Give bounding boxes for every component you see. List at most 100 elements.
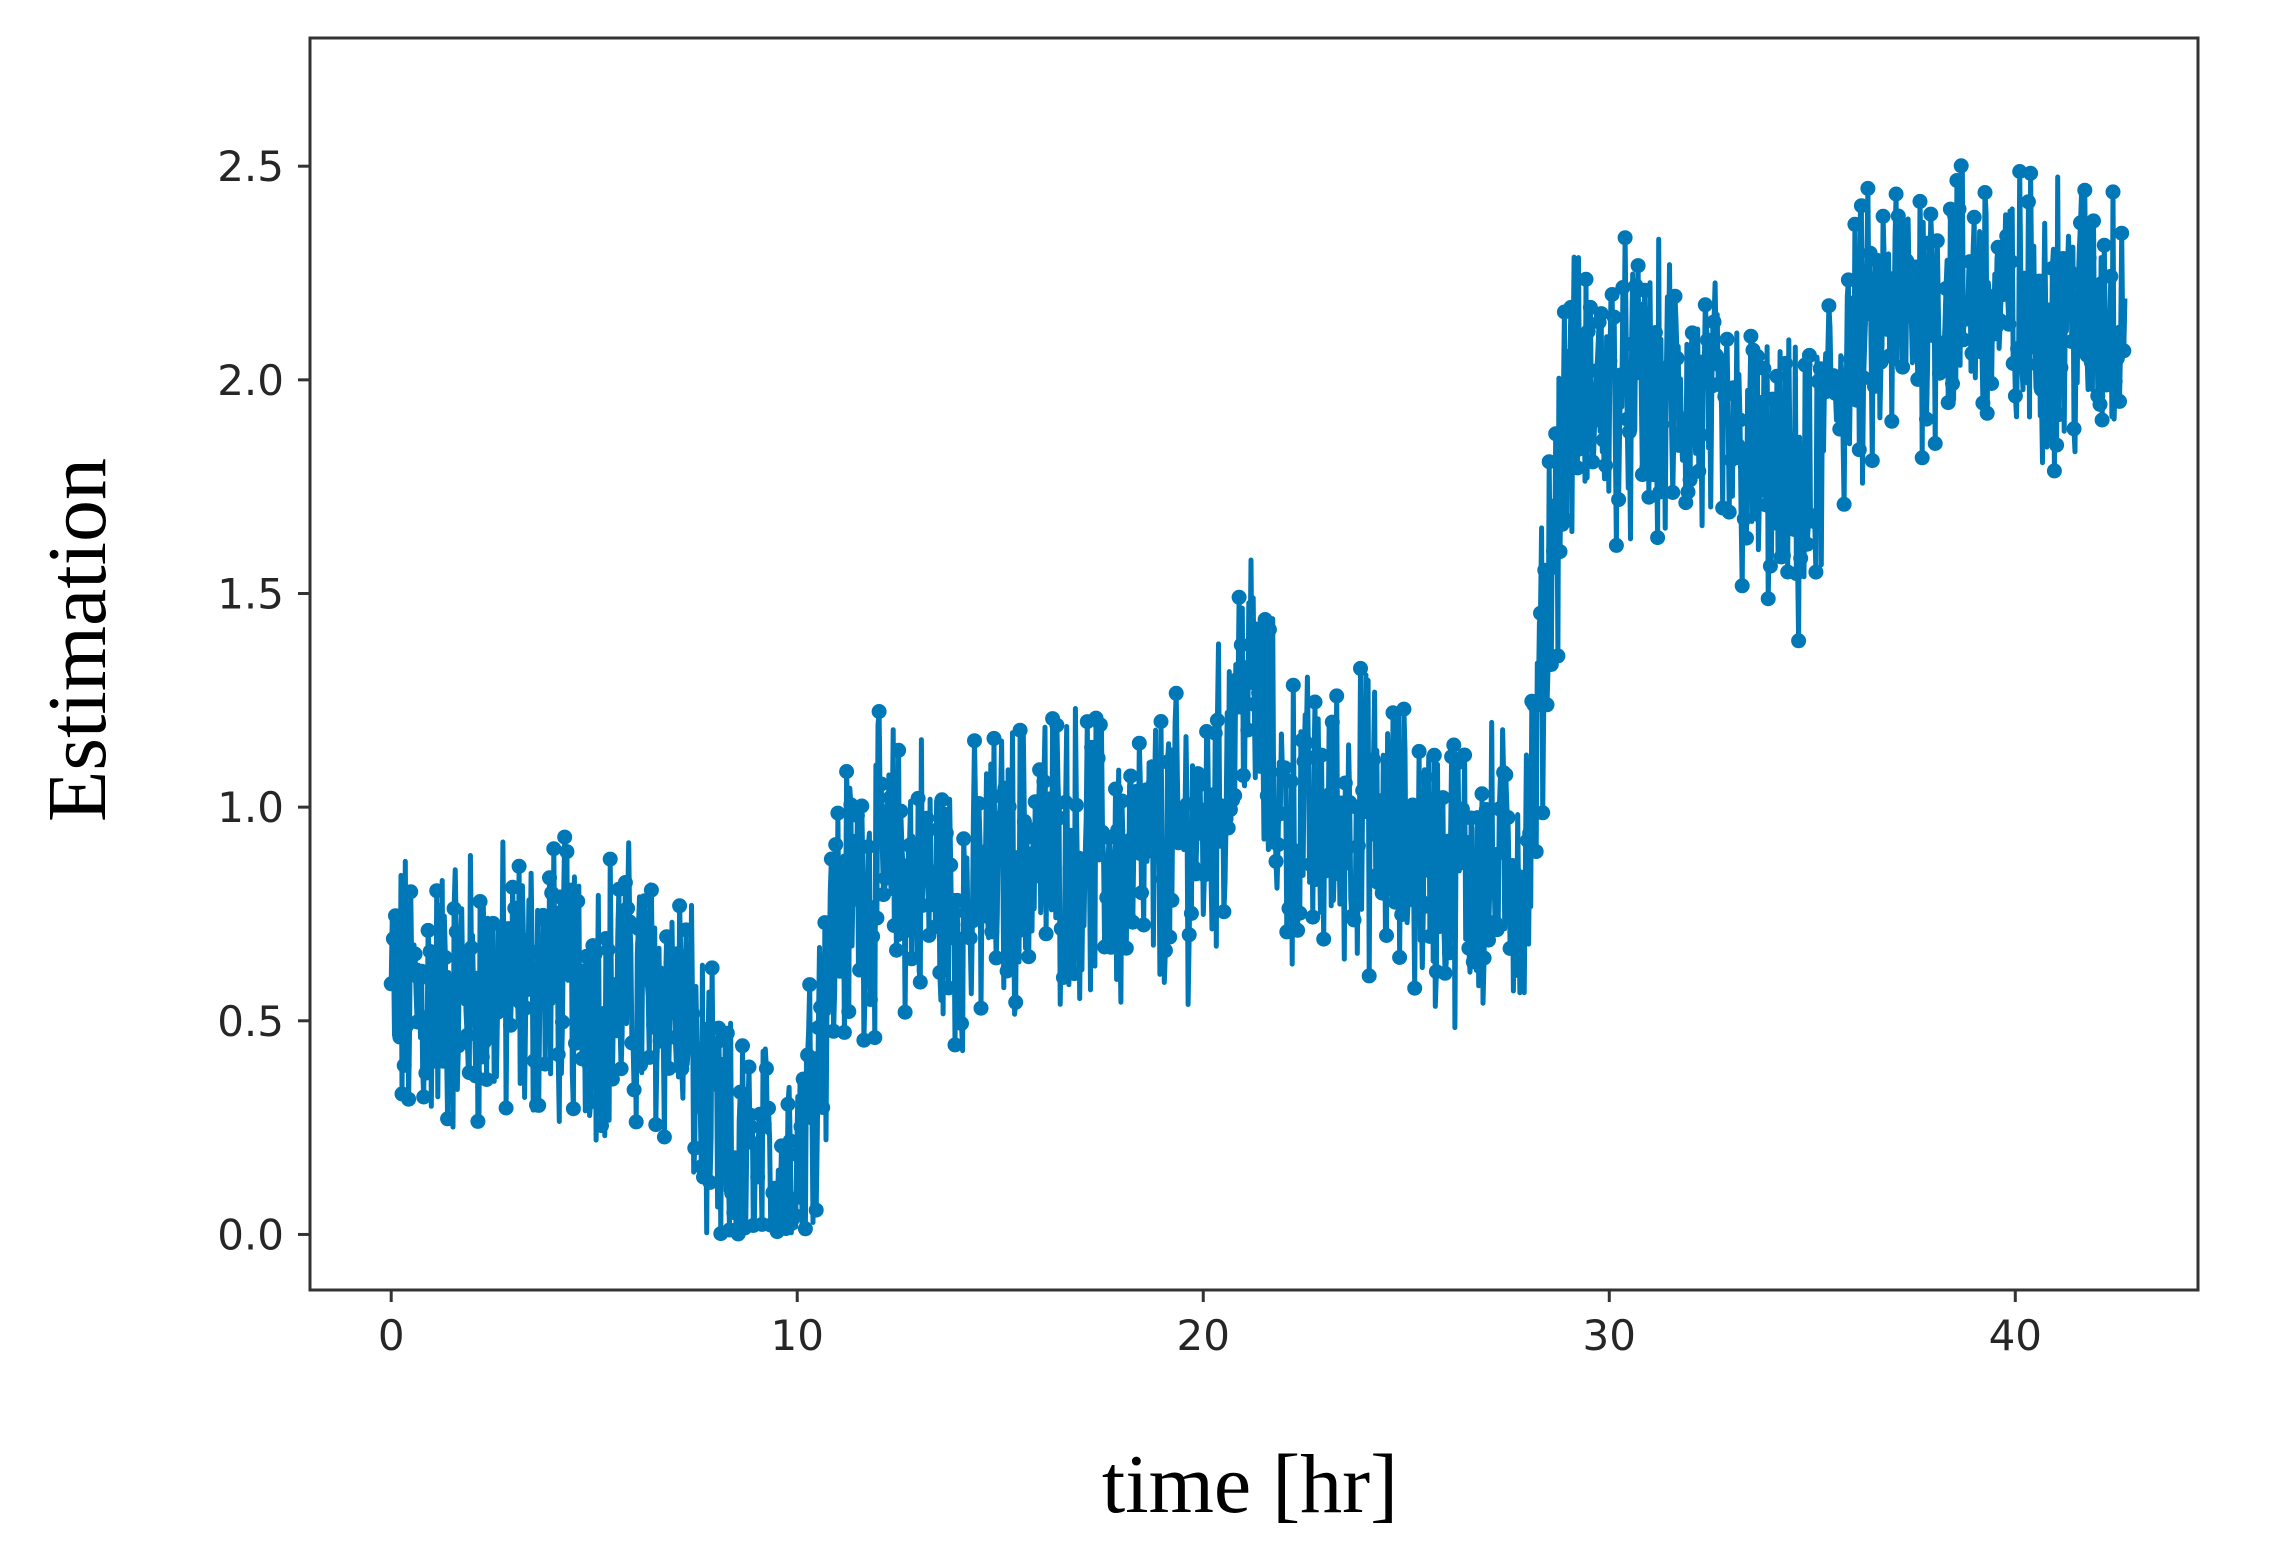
series-point xyxy=(980,909,995,924)
series-point xyxy=(1836,496,1852,512)
series-point xyxy=(1261,622,1277,637)
series-point xyxy=(1903,309,1919,325)
series-point xyxy=(1177,817,1193,833)
series-point xyxy=(470,1113,486,1129)
series-point xyxy=(583,1094,599,1110)
series-point xyxy=(652,1033,668,1049)
series-point xyxy=(956,831,972,847)
series-point xyxy=(797,1221,813,1237)
series-point xyxy=(1155,871,1171,887)
series-point xyxy=(977,859,993,875)
series-point xyxy=(869,910,885,926)
series-point xyxy=(1517,869,1533,885)
series-point xyxy=(388,908,403,924)
series-point xyxy=(1840,272,1856,288)
y-tick-label: 2.5 xyxy=(217,142,284,191)
series-point xyxy=(1979,405,1995,421)
series-point xyxy=(1795,484,1811,500)
series-point xyxy=(626,1082,642,1098)
series-point xyxy=(889,942,904,958)
series-point xyxy=(1821,298,1837,314)
series-point xyxy=(1574,401,1590,417)
series-point xyxy=(641,1049,657,1065)
series-point xyxy=(923,897,939,913)
series-point xyxy=(1301,750,1316,765)
series-point xyxy=(2033,381,2049,397)
series-point xyxy=(1478,802,1494,817)
series-point xyxy=(1077,852,1093,867)
series-point xyxy=(1131,735,1147,751)
series-point xyxy=(854,798,870,814)
series-point xyxy=(396,1057,412,1073)
series-point xyxy=(1632,301,1648,317)
series-point xyxy=(1006,891,1022,907)
series-point xyxy=(1867,378,1882,394)
y-axis-ticks: 0.0 0.5 1.0 1.5 2.0 2.5 xyxy=(217,142,310,1259)
series-point xyxy=(1884,413,1900,429)
series-point xyxy=(617,875,633,890)
series-point xyxy=(1435,790,1451,806)
series-point xyxy=(800,1047,816,1063)
series-point xyxy=(873,776,889,792)
series-point xyxy=(1136,917,1152,933)
x-tick-label: 10 xyxy=(770,1311,823,1360)
series-point xyxy=(2094,412,2110,428)
series-point xyxy=(1749,348,1765,364)
series-point xyxy=(1578,271,1594,287)
series-point xyxy=(758,1061,774,1076)
series-point xyxy=(455,978,471,994)
series-point xyxy=(2020,194,2036,210)
series-point xyxy=(2051,407,2067,423)
series-point xyxy=(1305,909,1321,925)
series-point xyxy=(1446,737,1462,753)
series-point xyxy=(2044,260,2060,276)
series-point xyxy=(1528,844,1544,860)
series-point xyxy=(594,1118,609,1134)
series-point xyxy=(2046,463,2062,479)
series-point xyxy=(943,857,959,873)
series-point xyxy=(643,882,659,898)
series-point xyxy=(1023,846,1039,862)
series-point xyxy=(1001,799,1017,815)
series-point xyxy=(1882,348,1898,364)
series-point xyxy=(1012,722,1028,738)
series-point xyxy=(1713,358,1728,374)
series-point xyxy=(1665,485,1681,500)
series-point xyxy=(1660,376,1676,392)
series-point xyxy=(862,992,878,1007)
series-point xyxy=(919,810,935,826)
series-point xyxy=(414,963,430,979)
series-point xyxy=(1461,940,1477,956)
series-point xyxy=(817,915,833,931)
series-point xyxy=(932,965,948,980)
series-point xyxy=(1691,463,1707,479)
series-point xyxy=(884,826,900,842)
series-point xyxy=(767,1180,783,1196)
series-point xyxy=(561,920,577,936)
series-point xyxy=(973,1000,989,1016)
series-point xyxy=(1021,949,1037,965)
series-point xyxy=(847,833,863,849)
series-point xyxy=(1426,747,1442,763)
series-point xyxy=(2088,339,2104,355)
series-point xyxy=(1630,258,1646,274)
series-point xyxy=(1736,511,1752,527)
series-point xyxy=(689,1041,705,1057)
series-point xyxy=(1277,760,1293,776)
series-point xyxy=(1387,894,1403,910)
series-point xyxy=(928,919,943,935)
series-point xyxy=(1788,566,1804,582)
series-point xyxy=(823,851,839,867)
series-point xyxy=(2042,302,2058,318)
series-point xyxy=(1127,839,1143,855)
series-point xyxy=(440,1111,456,1127)
series-point xyxy=(1452,855,1468,871)
series-point xyxy=(550,1047,566,1062)
series-point xyxy=(891,742,907,758)
series-point xyxy=(1183,905,1199,921)
series-point xyxy=(1008,994,1024,1010)
series-point xyxy=(2040,340,2056,355)
series-point xyxy=(1719,331,1735,347)
series-point xyxy=(1654,416,1670,432)
